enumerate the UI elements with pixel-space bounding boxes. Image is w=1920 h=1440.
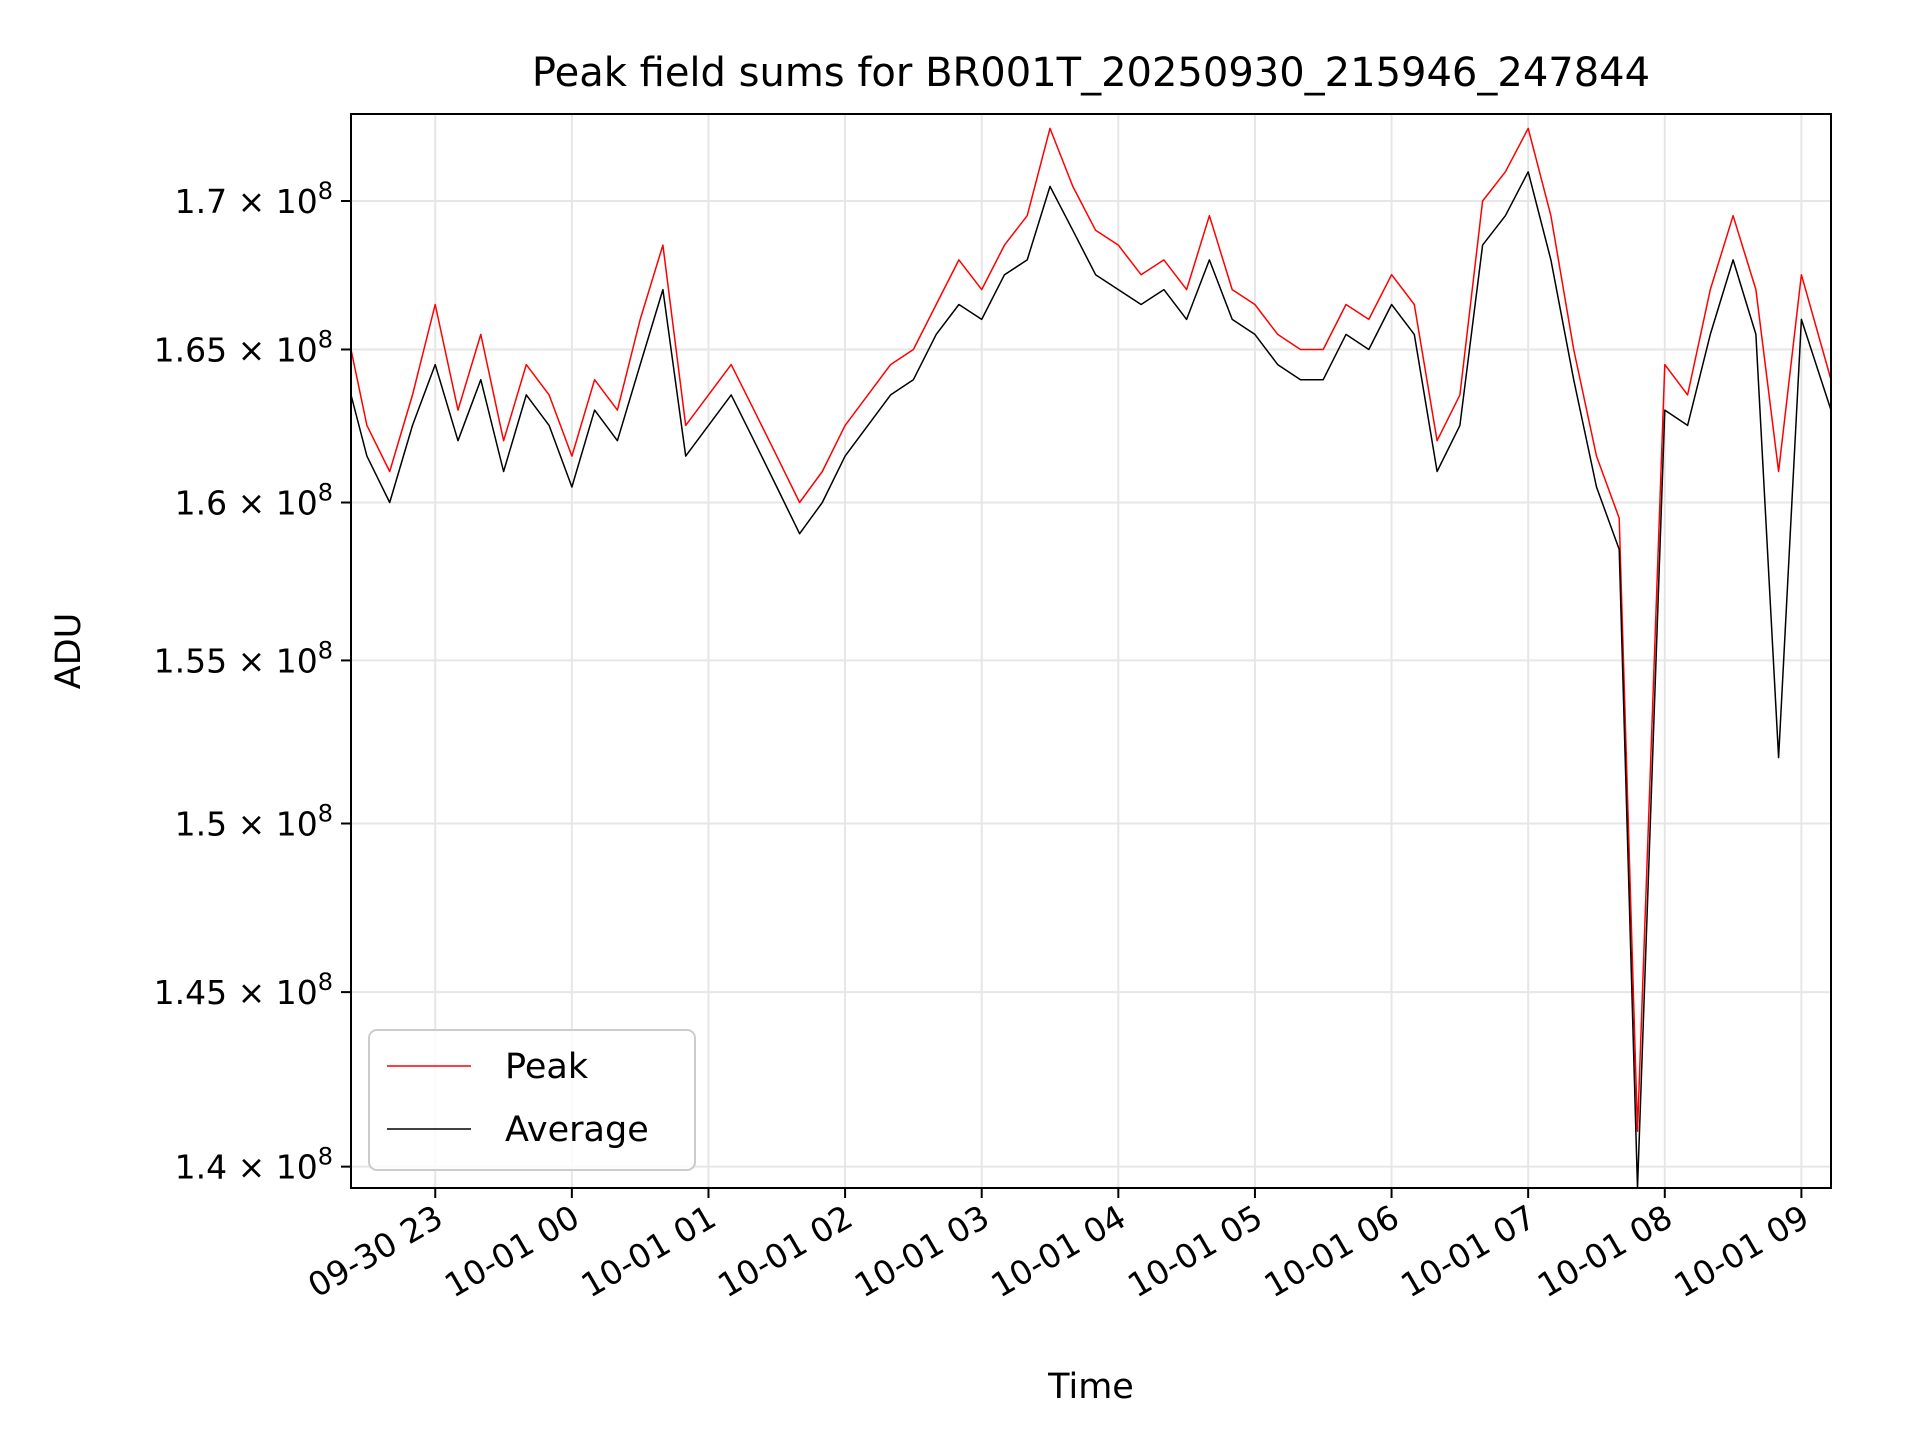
y-tick-label: 1.6 × 108 <box>175 479 333 523</box>
y-axis-label: ADU <box>49 613 89 690</box>
series-line-peak <box>351 127 1831 1132</box>
y-tick-label: 1.55 × 108 <box>154 636 333 680</box>
legend: Peak Average <box>368 1029 696 1171</box>
chart-title: Peak field sums for BR001T_20250930_2159… <box>532 50 1650 96</box>
plot-series <box>351 127 1831 1188</box>
axes-frame <box>350 113 1832 1189</box>
y-tick-label: 1.7 × 108 <box>175 177 333 221</box>
x-axis-label: Time <box>1047 1367 1134 1407</box>
y-tick-label: 1.65 × 108 <box>154 325 333 369</box>
legend-box <box>368 1029 696 1171</box>
y-tick-label: 1.4 × 108 <box>175 1143 333 1187</box>
legend-label-average: Average <box>505 1110 649 1150</box>
y-tick-label: 1.45 × 108 <box>154 968 333 1012</box>
grid-lines <box>351 114 1831 1188</box>
series-line-average <box>351 171 1831 1188</box>
y-tick-label: 1.5 × 108 <box>175 800 333 844</box>
legend-label-peak: Peak <box>505 1047 589 1087</box>
